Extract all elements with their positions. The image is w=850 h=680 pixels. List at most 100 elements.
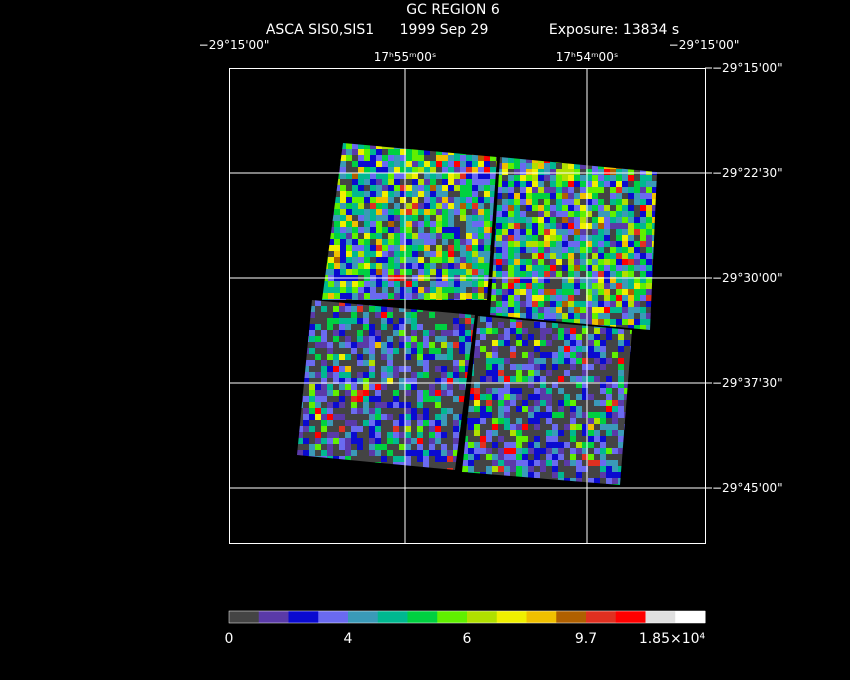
pixel (610, 175, 616, 181)
pixel (516, 370, 522, 376)
pixel (520, 295, 526, 301)
pixel (466, 251, 472, 257)
pixel (486, 424, 492, 430)
pixel (520, 307, 526, 313)
pixel (381, 372, 387, 378)
pixel (334, 293, 340, 299)
pixel (598, 241, 604, 247)
pixel (462, 466, 468, 472)
pixel (327, 372, 333, 378)
pixel (600, 346, 606, 352)
pixel (484, 191, 490, 197)
pixel (552, 448, 558, 454)
pixel (466, 269, 472, 275)
pixel (598, 181, 604, 187)
pixel (399, 330, 405, 336)
pixel (628, 271, 634, 277)
pixel (454, 215, 460, 221)
pixel (528, 370, 534, 376)
pixel (618, 358, 624, 364)
pixel (544, 211, 550, 217)
pixel (333, 384, 339, 390)
pixel (357, 318, 363, 324)
pixel (466, 185, 472, 191)
pixel (576, 454, 582, 460)
pixel (375, 366, 381, 372)
pixel (640, 169, 646, 175)
pixel (540, 334, 546, 340)
pixel (502, 283, 508, 289)
pixel (580, 259, 586, 265)
pixel (340, 203, 346, 209)
pixel (570, 424, 576, 430)
pixel (471, 324, 475, 330)
pixel (453, 330, 459, 336)
pixel (447, 438, 453, 444)
pixel (474, 430, 480, 436)
pixel (453, 456, 459, 462)
pixel (582, 418, 588, 424)
pixel (424, 251, 430, 257)
pixel (405, 402, 411, 408)
pixel (522, 448, 528, 454)
pixel (345, 336, 351, 342)
pixel (534, 322, 540, 328)
pixel (544, 289, 550, 295)
pixel (508, 235, 514, 241)
pixel (462, 448, 468, 454)
pixel (586, 295, 592, 301)
pixel (538, 175, 544, 181)
pixel (528, 418, 534, 424)
pixel (486, 364, 492, 370)
pixel (558, 352, 564, 358)
pixel (532, 169, 538, 175)
pixel (327, 426, 333, 432)
pixel (528, 334, 534, 340)
pixel (586, 229, 592, 235)
pixel (550, 199, 556, 205)
pixel (340, 245, 346, 251)
pixel (528, 454, 534, 460)
pixel (436, 161, 442, 167)
pixel (580, 211, 586, 217)
pixel (504, 346, 510, 352)
pixel (387, 330, 393, 336)
pixel (606, 400, 612, 406)
pixel (328, 269, 334, 275)
pixel (562, 223, 568, 229)
pixel (588, 370, 594, 376)
pixel (514, 313, 520, 319)
pixel (490, 295, 496, 301)
pixel (435, 336, 441, 342)
pixel (381, 378, 387, 384)
pixel (504, 436, 510, 442)
pixel (333, 342, 339, 348)
pixel (358, 197, 364, 203)
pixel (634, 319, 640, 325)
pixel (646, 235, 652, 241)
pixel (598, 265, 604, 271)
pixel (417, 366, 423, 372)
pixel (618, 370, 624, 376)
pixel (546, 322, 552, 328)
pixel (388, 293, 394, 299)
pixel (492, 394, 498, 400)
pixel (510, 448, 516, 454)
pixel (616, 235, 622, 241)
pixel (435, 450, 441, 456)
pixel (442, 245, 448, 251)
pixel (460, 257, 466, 263)
pixel (522, 424, 528, 430)
pixel (544, 265, 550, 271)
pixel (550, 169, 556, 175)
pixel (424, 287, 430, 293)
pixel (616, 259, 622, 265)
pixel (423, 396, 429, 402)
pixel (375, 408, 381, 414)
pixel (388, 221, 394, 227)
pixel (646, 229, 652, 235)
pixel (424, 269, 430, 275)
pixel (580, 307, 586, 313)
pixel (586, 199, 592, 205)
pixel (424, 263, 430, 269)
